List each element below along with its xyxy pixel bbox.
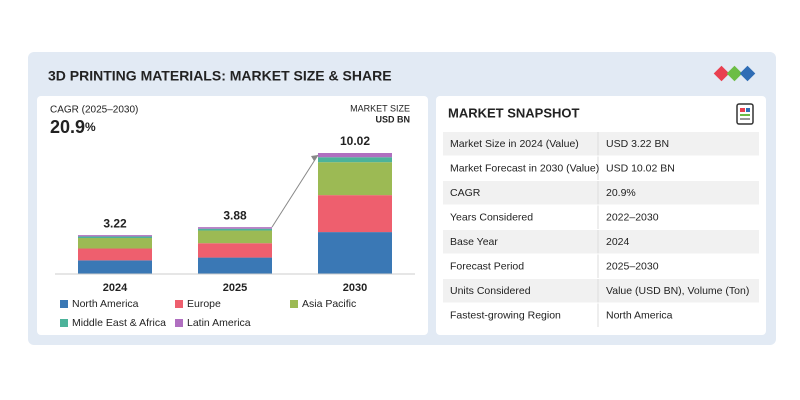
bar-segment — [78, 248, 152, 261]
row-value: Value (USD BN), Volume (Ton) — [606, 285, 749, 297]
cagr-number: 20.9 — [50, 117, 85, 137]
table-row — [443, 132, 759, 156]
x-tick-label: 2024 — [103, 282, 128, 294]
unit-note: MARKET SIZE — [350, 103, 410, 113]
bar-segment — [78, 236, 152, 239]
row-value: 20.9% — [606, 187, 636, 199]
table-row — [443, 181, 759, 205]
icon-part — [740, 108, 745, 112]
table-row — [443, 205, 759, 229]
icon-part — [740, 118, 750, 120]
row-label: Base Year — [450, 236, 498, 248]
legend-swatch — [60, 300, 68, 308]
legend-label: Latin America — [187, 317, 251, 329]
title: 3D PRINTING MATERIALS: MARKET SIZE & SHA… — [48, 68, 392, 84]
row-value: USD 10.02 BN — [606, 163, 675, 175]
logo — [713, 65, 756, 82]
row-value: 2024 — [606, 236, 630, 248]
table-row — [443, 254, 759, 278]
legend-label: North America — [72, 298, 139, 310]
icon-part — [740, 114, 750, 116]
legend-label: Asia Pacific — [302, 298, 356, 310]
legend-swatch — [290, 300, 298, 308]
bar-segment — [198, 228, 272, 231]
row-label: CAGR — [450, 187, 481, 199]
legend-swatch — [175, 319, 183, 327]
bar-segment — [78, 235, 152, 237]
row-value: 2022–2030 — [606, 212, 659, 224]
unit-note: USD BN — [375, 114, 410, 124]
row-label: Market Forecast in 2030 (Value) — [450, 163, 599, 175]
bar-segment — [318, 153, 392, 158]
row-value: 2025–2030 — [606, 261, 659, 273]
legend-label: Europe — [187, 298, 221, 310]
snapshot-title: MARKET SNAPSHOT — [448, 105, 580, 120]
legend-label: Middle East & Africa — [72, 317, 166, 329]
growth-arrow — [271, 154, 319, 228]
legend-swatch — [175, 300, 183, 308]
row-label: Units Considered — [450, 285, 531, 297]
total-label: 3.88 — [223, 208, 247, 222]
bar-segment — [198, 230, 272, 244]
row-label: Market Size in 2024 (Value) — [450, 138, 579, 150]
x-tick-label: 2030 — [343, 282, 367, 294]
cagr-unit: % — [85, 120, 96, 134]
table-row — [443, 303, 759, 327]
bar-segment — [198, 243, 272, 258]
bar-segment — [318, 195, 392, 233]
bar-segment — [318, 232, 392, 274]
table-row — [443, 279, 759, 303]
row-label: Fastest-growing Region — [450, 310, 561, 322]
row-value: USD 3.22 BN — [606, 138, 669, 150]
row-label: Forecast Period — [450, 261, 524, 273]
row-label: Years Considered — [450, 212, 533, 224]
row-value: North America — [606, 310, 673, 322]
growth-arrowhead — [311, 155, 318, 161]
bar-segment — [198, 257, 272, 274]
legend-swatch — [60, 319, 68, 327]
bar-segment — [318, 157, 392, 163]
snapshot-icon — [736, 103, 754, 125]
bar-segment — [78, 238, 152, 249]
cagr-label: CAGR (2025–2030) — [50, 105, 138, 116]
icon-part — [746, 108, 750, 112]
table-row — [443, 156, 759, 180]
bar-segment — [78, 260, 152, 274]
cagr-value: 20.9% — [50, 117, 96, 137]
bar-segment — [318, 162, 392, 196]
x-tick-label: 2025 — [223, 282, 247, 294]
total-label: 3.22 — [103, 216, 127, 230]
table-row — [443, 230, 759, 254]
total-label: 10.02 — [340, 134, 370, 148]
bar-segment — [198, 227, 272, 229]
